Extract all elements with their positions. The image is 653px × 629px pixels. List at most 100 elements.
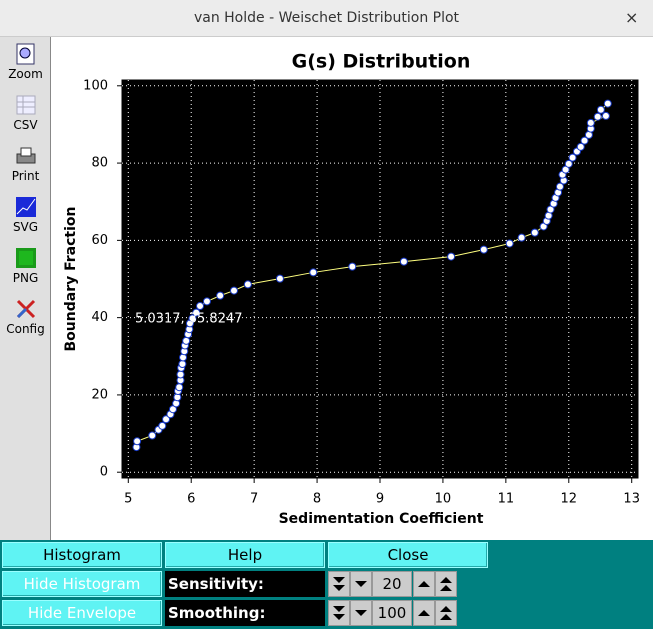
data-point — [188, 314, 197, 323]
data-point — [586, 118, 595, 127]
data-point — [593, 112, 602, 121]
arrow-icon — [333, 606, 345, 620]
close-button[interactable]: Close — [328, 542, 488, 568]
data-point — [216, 291, 225, 300]
arrow — [355, 610, 367, 616]
tool-label: CSV — [13, 118, 38, 132]
data-point — [148, 431, 157, 440]
chart: G(s) Distribution Sedimentation Coeffici… — [51, 37, 653, 540]
spin-up[interactable] — [435, 600, 457, 626]
data-point — [158, 421, 167, 430]
tool-svg[interactable]: SVG — [0, 196, 51, 234]
spin-down[interactable] — [328, 600, 350, 626]
spin-down[interactable] — [350, 571, 372, 597]
data-point — [479, 245, 488, 254]
arrow — [333, 606, 345, 620]
plot-area — [121, 79, 639, 479]
hide-histogram-button[interactable]: Hide Histogram — [2, 571, 162, 597]
data-point — [176, 370, 185, 379]
close-window[interactable]: × — [625, 8, 639, 27]
arrow-icon — [418, 610, 430, 616]
tool-label: PNG — [12, 271, 39, 285]
x-tick-label: 10 — [435, 492, 452, 507]
x-tick-label: 8 — [313, 492, 321, 507]
x-tick-label: 13 — [623, 492, 640, 507]
data-point — [601, 111, 610, 120]
spin-down[interactable] — [350, 600, 372, 626]
arrow-icon — [418, 581, 430, 587]
data-point — [603, 99, 612, 108]
arrow-icon — [333, 577, 345, 591]
hide-envelope-button[interactable]: Hide Envelope — [2, 600, 162, 626]
data-point — [505, 239, 514, 248]
y-tick-label: 60 — [91, 233, 108, 248]
x-tick-label: 12 — [561, 492, 578, 507]
control-value[interactable]: 20 — [372, 571, 412, 597]
data-point — [196, 302, 205, 311]
data-point — [576, 142, 585, 151]
tool-config[interactable]: Config — [0, 298, 51, 336]
arrow — [355, 581, 367, 587]
y-tick-label: 80 — [91, 156, 108, 171]
arrow — [440, 577, 452, 591]
tool-csv[interactable]: CSV — [0, 94, 51, 132]
tool-print[interactable]: Print — [0, 145, 51, 183]
tool-zoom[interactable]: Zoom — [0, 43, 51, 81]
title-bar: van Holde - Weischet Distribution Plot — [0, 0, 653, 37]
data-point — [275, 274, 284, 283]
spin-up[interactable] — [413, 571, 435, 597]
data-point — [568, 153, 577, 162]
toolbar: Zoom CSV Print SVG PNG Config — [0, 37, 51, 540]
spin-up[interactable] — [413, 600, 435, 626]
data-point — [596, 105, 605, 114]
help-button[interactable]: Help — [165, 542, 325, 568]
spin-down[interactable] — [328, 571, 350, 597]
spin-up[interactable] — [435, 571, 457, 597]
y-tick-label: 0 — [100, 465, 108, 480]
x-tick-label: 5 — [124, 492, 132, 507]
y-tick-label: 20 — [91, 387, 108, 402]
window-title: van Holde - Weischet Distribution Plot — [193, 10, 460, 26]
arrow-icon — [355, 581, 367, 587]
tool-label: Zoom — [8, 67, 43, 81]
arrow-icon — [355, 610, 367, 616]
arrow — [418, 610, 430, 616]
data-point — [202, 297, 211, 306]
annotation: 5.0317, 35.8247 — [135, 312, 243, 327]
data-point — [348, 262, 357, 271]
y-axis-label: Boundary Fraction — [63, 207, 79, 352]
data-point — [399, 257, 408, 266]
arrow-icon — [440, 577, 452, 591]
y-tick-label: 100 — [83, 78, 108, 93]
data-point — [447, 252, 456, 261]
arrow — [418, 581, 430, 587]
x-tick-label: 7 — [250, 492, 258, 507]
data-point — [555, 182, 564, 191]
arrow — [333, 577, 345, 591]
x-tick-label: 9 — [376, 492, 384, 507]
data-point — [243, 280, 252, 289]
data-point — [178, 360, 187, 369]
data-point — [530, 228, 539, 237]
arrow — [440, 606, 452, 620]
x-tick-label: 6 — [187, 492, 195, 507]
data-point — [162, 415, 171, 424]
data-point — [133, 437, 142, 446]
y-tick-label: 40 — [91, 310, 108, 325]
data-point — [564, 159, 573, 168]
histogram-button[interactable]: Histogram — [2, 542, 162, 568]
data-point — [182, 336, 191, 345]
chart-title: G(s) Distribution — [292, 51, 471, 73]
data-point — [192, 308, 201, 317]
tool-png[interactable]: PNG — [0, 247, 51, 285]
data-point — [517, 233, 526, 242]
control-value[interactable]: 100 — [372, 600, 412, 626]
data-point — [175, 383, 184, 392]
arrow-icon — [440, 606, 452, 620]
x-tick-label: 11 — [498, 492, 515, 507]
control-label: Sensitivity: — [165, 571, 325, 597]
data-point — [230, 286, 239, 295]
tool-label: Print — [11, 169, 40, 183]
x-axis-label: Sedimentation Coefficient — [279, 511, 484, 527]
